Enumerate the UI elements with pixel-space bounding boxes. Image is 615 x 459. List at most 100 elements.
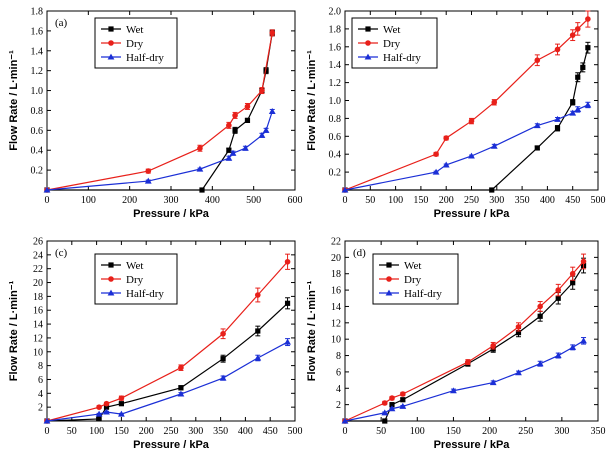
panel-d-data-point — [490, 342, 496, 349]
panel-c-xtick-label: 300 — [188, 426, 203, 437]
panel-d-ytick-label: 12 — [331, 318, 341, 329]
panel-b-ytick-label: 0.2 — [329, 168, 342, 179]
panel-c-ytick-label: 20 — [33, 278, 43, 289]
panel-c-legend-marker — [107, 289, 115, 296]
panel-c-series-wet — [44, 297, 291, 424]
panel-b-legend-marker — [364, 53, 372, 60]
panel-a-data-point — [144, 177, 152, 184]
panel-a-ylabel: Flow Rate / L·min⁻¹ — [8, 50, 20, 151]
panel-b-xtick-label: 0 — [343, 195, 348, 206]
panel-b-data-point — [575, 74, 581, 80]
panel-d-xlabel: Pressure / kPa — [434, 439, 511, 451]
panel-c-data-point — [103, 404, 110, 410]
panel-d-series-dry — [342, 253, 587, 424]
panel-b-xtick-label: 450 — [565, 195, 580, 206]
panel-a-legend-label: Wet — [126, 24, 143, 36]
panel-b-series-half-dry — [341, 101, 592, 193]
panel-b-data-point — [442, 161, 450, 168]
panel-a-xtick-label: 400 — [205, 195, 220, 206]
panel-b-data-point — [569, 109, 577, 116]
panel-d-data-point — [489, 379, 497, 386]
panel-b-ytick-label: 1.4 — [329, 60, 342, 71]
panel-d-legend-label: Half-dry — [404, 288, 442, 300]
panel-d-ytick-label: 20 — [331, 253, 341, 264]
panel-b-data-point — [468, 118, 475, 124]
panel-b-data-point — [554, 115, 561, 122]
panel-d-data-point — [450, 387, 457, 394]
panel-a-ytick-label: 0.2 — [31, 166, 44, 177]
panel-b-data-point — [554, 125, 561, 131]
panel-a-ytick-label: 0.6 — [31, 126, 44, 137]
panel-d-data-point — [515, 324, 522, 330]
panel-a-data-point — [244, 103, 251, 110]
panel-d-xtick-label: 250 — [518, 426, 533, 437]
panel-a-data-point — [43, 186, 51, 193]
panel-d-ytick-label: 2 — [336, 400, 341, 411]
panel-b-xtick-label: 150 — [413, 195, 428, 206]
panel-b-data-point — [584, 101, 592, 108]
panel-b-xtick-label: 250 — [464, 195, 479, 206]
panel-d-ytick-label: 10 — [331, 335, 341, 346]
panel-b-legend-label: Wet — [383, 24, 400, 36]
panel-a-series-line — [46, 111, 273, 191]
panel-c-xtick-label: 500 — [288, 426, 303, 437]
panel-b-data-point — [534, 57, 541, 64]
panel-c-xtick-label: 0 — [45, 426, 50, 437]
panel-c-data-point — [96, 404, 102, 410]
panel-d-data-point — [381, 409, 389, 416]
panel-a-ytick-label: 1.6 — [31, 26, 44, 37]
panel-d-data-point — [382, 418, 388, 424]
panel-b-xtick-label: 200 — [439, 195, 454, 206]
panel-b-ytick-label: 1.8 — [329, 24, 342, 35]
panel-a-data-point — [232, 127, 238, 133]
panel-a-data-point — [259, 87, 265, 94]
panel-d-xtick-label: 200 — [482, 426, 497, 437]
panel-c-ytick-label: 16 — [33, 306, 43, 317]
panel-c-data-point — [255, 328, 261, 334]
panel-a-data-point — [196, 165, 204, 172]
panel-c-series-half-dry — [43, 338, 291, 424]
panel-c-data-point — [103, 400, 110, 407]
panel-a-legend-label: Half-dry — [126, 52, 164, 64]
panel-a-xtick-label: 500 — [246, 195, 261, 206]
panel-c-series-line — [46, 341, 288, 422]
panel-d-xtick-label: 0 — [343, 426, 348, 437]
panel-a-data-point — [229, 149, 237, 156]
panel-d-ytick-label: 22 — [331, 237, 341, 248]
panel-d-legend-label: Dry — [404, 274, 422, 286]
panel-c-ytick-label: 10 — [33, 347, 43, 358]
panel-d-ytick-label: 16 — [331, 286, 341, 297]
panel-c-data-point — [284, 258, 291, 265]
panel-d-legend-label: Wet — [404, 260, 421, 272]
panel-a-legend-marker — [107, 53, 115, 60]
panel-b-ytick-label: 1.0 — [329, 96, 342, 107]
panel-b-data-point — [491, 99, 498, 106]
panel-c-data-point — [284, 300, 291, 306]
panel-c-data-point — [118, 395, 125, 401]
panel-c-data-point — [118, 410, 125, 417]
panel-b-legend: Wet Dry Half-dry — [351, 17, 438, 69]
panel-a-series-half-dry — [43, 108, 276, 193]
panel-a-data-point — [244, 117, 251, 123]
panel-b-data-point — [554, 46, 561, 53]
panel-d-label: (d) — [353, 247, 366, 259]
panel-d-data-point — [389, 402, 395, 408]
panel-d-series-line — [344, 340, 584, 422]
panel-c-data-point — [220, 356, 226, 362]
panel-c-legend-marker — [108, 276, 114, 282]
panel-d-data-point — [465, 359, 471, 365]
panel-b-series-wet — [342, 41, 591, 193]
panel-b-ytick-label: 0.6 — [329, 132, 342, 143]
panel-c-ylabel: Flow Rate / L·min⁻¹ — [8, 280, 20, 381]
panel-d-data-point — [536, 360, 544, 367]
panel-d-data-point — [555, 295, 561, 301]
panel-c-ytick-label: 8 — [38, 361, 43, 372]
panel-d-legend-marker — [386, 262, 392, 268]
panel-c-xtick-label: 50 — [67, 426, 77, 437]
panel-b-data-point — [580, 64, 586, 70]
panel-a-xtick-label: 0 — [45, 195, 50, 206]
panel-a-xtick-label: 300 — [164, 195, 179, 206]
panel-d-ytick-label: 14 — [331, 302, 341, 313]
panel-b: 0 50 100 150 200 250 300 350 400 450 500 0.2 0.4 0.6 0… — [306, 7, 606, 221]
